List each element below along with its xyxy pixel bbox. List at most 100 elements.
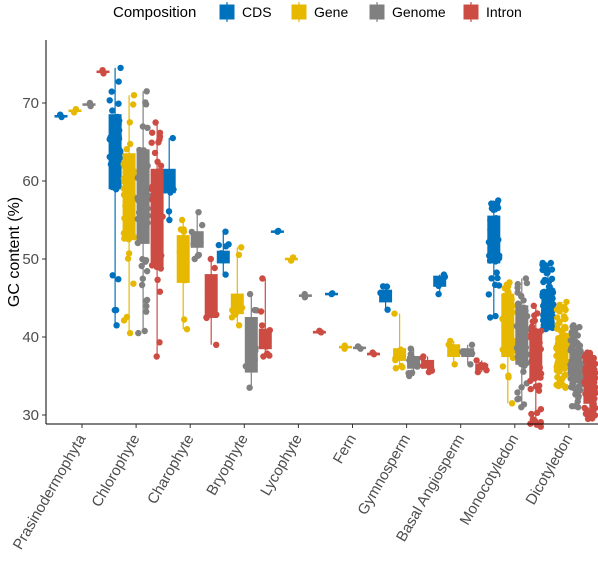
data-point bbox=[215, 241, 222, 249]
data-point bbox=[589, 415, 596, 422]
data-point bbox=[513, 323, 520, 330]
data-point bbox=[540, 312, 547, 319]
data-point bbox=[585, 387, 592, 395]
data-point bbox=[204, 290, 212, 297]
data-point bbox=[522, 315, 529, 322]
data-point bbox=[181, 316, 188, 323]
data-point bbox=[445, 341, 452, 348]
data-point bbox=[492, 312, 499, 320]
data-point bbox=[571, 330, 579, 337]
legend-item-genome: Genome bbox=[369, 2, 446, 22]
data-point bbox=[369, 349, 376, 356]
data-point bbox=[195, 209, 202, 216]
data-point bbox=[383, 283, 391, 290]
data-point bbox=[508, 400, 516, 407]
data-point bbox=[144, 124, 151, 131]
data-point bbox=[537, 406, 545, 413]
data-point bbox=[485, 291, 492, 298]
legend-title: Composition bbox=[113, 4, 196, 21]
data-point bbox=[115, 100, 122, 107]
series-gene bbox=[68, 92, 571, 407]
data-point bbox=[246, 290, 254, 298]
data-point bbox=[143, 268, 151, 275]
data-point bbox=[138, 262, 145, 270]
data-point bbox=[537, 374, 544, 381]
data-point bbox=[142, 297, 150, 305]
data-point bbox=[509, 348, 516, 355]
legend-item-cds: CDS bbox=[219, 2, 272, 22]
data-point bbox=[153, 232, 160, 239]
data-point bbox=[142, 258, 149, 265]
data-point bbox=[569, 342, 576, 350]
data-point bbox=[257, 308, 265, 315]
data-point bbox=[183, 326, 191, 333]
data-point bbox=[545, 311, 552, 319]
data-point bbox=[137, 202, 144, 209]
data-point bbox=[520, 297, 527, 304]
data-point bbox=[563, 298, 570, 306]
data-point bbox=[517, 360, 525, 368]
data-point bbox=[176, 248, 183, 255]
data-point bbox=[86, 99, 94, 107]
data-point bbox=[477, 361, 485, 369]
data-point bbox=[153, 353, 160, 360]
data-point bbox=[474, 368, 482, 376]
data-point bbox=[485, 238, 493, 246]
data-point bbox=[135, 209, 143, 216]
data-point bbox=[518, 384, 525, 391]
data-point bbox=[419, 354, 426, 362]
data-point bbox=[435, 290, 442, 298]
data-point bbox=[154, 241, 161, 249]
data-point bbox=[473, 357, 480, 364]
data-point bbox=[203, 314, 210, 322]
data-point bbox=[569, 380, 576, 387]
data-point bbox=[492, 206, 499, 213]
data-point bbox=[520, 401, 528, 408]
x-tick-label: Charophyte bbox=[144, 432, 198, 508]
data-point bbox=[166, 216, 173, 224]
data-point bbox=[266, 327, 273, 334]
data-point bbox=[252, 344, 259, 351]
box bbox=[204, 274, 218, 319]
data-point bbox=[150, 171, 158, 179]
data-point bbox=[190, 240, 197, 247]
data-point bbox=[130, 92, 138, 99]
data-point bbox=[143, 88, 150, 95]
data-point bbox=[554, 321, 561, 328]
data-point bbox=[122, 169, 129, 176]
data-point bbox=[125, 159, 132, 166]
data-point bbox=[141, 179, 148, 186]
data-point bbox=[584, 364, 591, 371]
data-point bbox=[121, 215, 128, 222]
data-point bbox=[125, 187, 132, 194]
data-point bbox=[561, 303, 568, 311]
data-point bbox=[247, 328, 254, 335]
data-point bbox=[235, 322, 243, 329]
data-point bbox=[138, 281, 146, 289]
data-point bbox=[130, 101, 137, 108]
data-point bbox=[235, 294, 242, 302]
data-point bbox=[130, 167, 137, 175]
data-point bbox=[128, 218, 135, 225]
data-point bbox=[126, 211, 134, 218]
data-point bbox=[405, 370, 412, 377]
data-point bbox=[354, 343, 362, 350]
data-point bbox=[192, 234, 200, 241]
x-tick-label: Chlorophyte bbox=[88, 432, 143, 511]
data-point bbox=[562, 315, 569, 322]
data-point bbox=[258, 322, 266, 329]
data-point bbox=[125, 250, 133, 257]
data-point bbox=[503, 346, 510, 353]
data-point bbox=[505, 374, 512, 381]
data-point bbox=[115, 276, 122, 283]
data-point bbox=[544, 269, 551, 276]
data-point bbox=[213, 311, 220, 318]
data-point bbox=[398, 362, 405, 370]
data-point bbox=[109, 107, 116, 114]
data-point bbox=[144, 162, 151, 170]
data-point bbox=[142, 216, 149, 223]
data-point bbox=[531, 417, 539, 425]
data-point bbox=[222, 271, 229, 278]
data-point bbox=[242, 363, 249, 370]
